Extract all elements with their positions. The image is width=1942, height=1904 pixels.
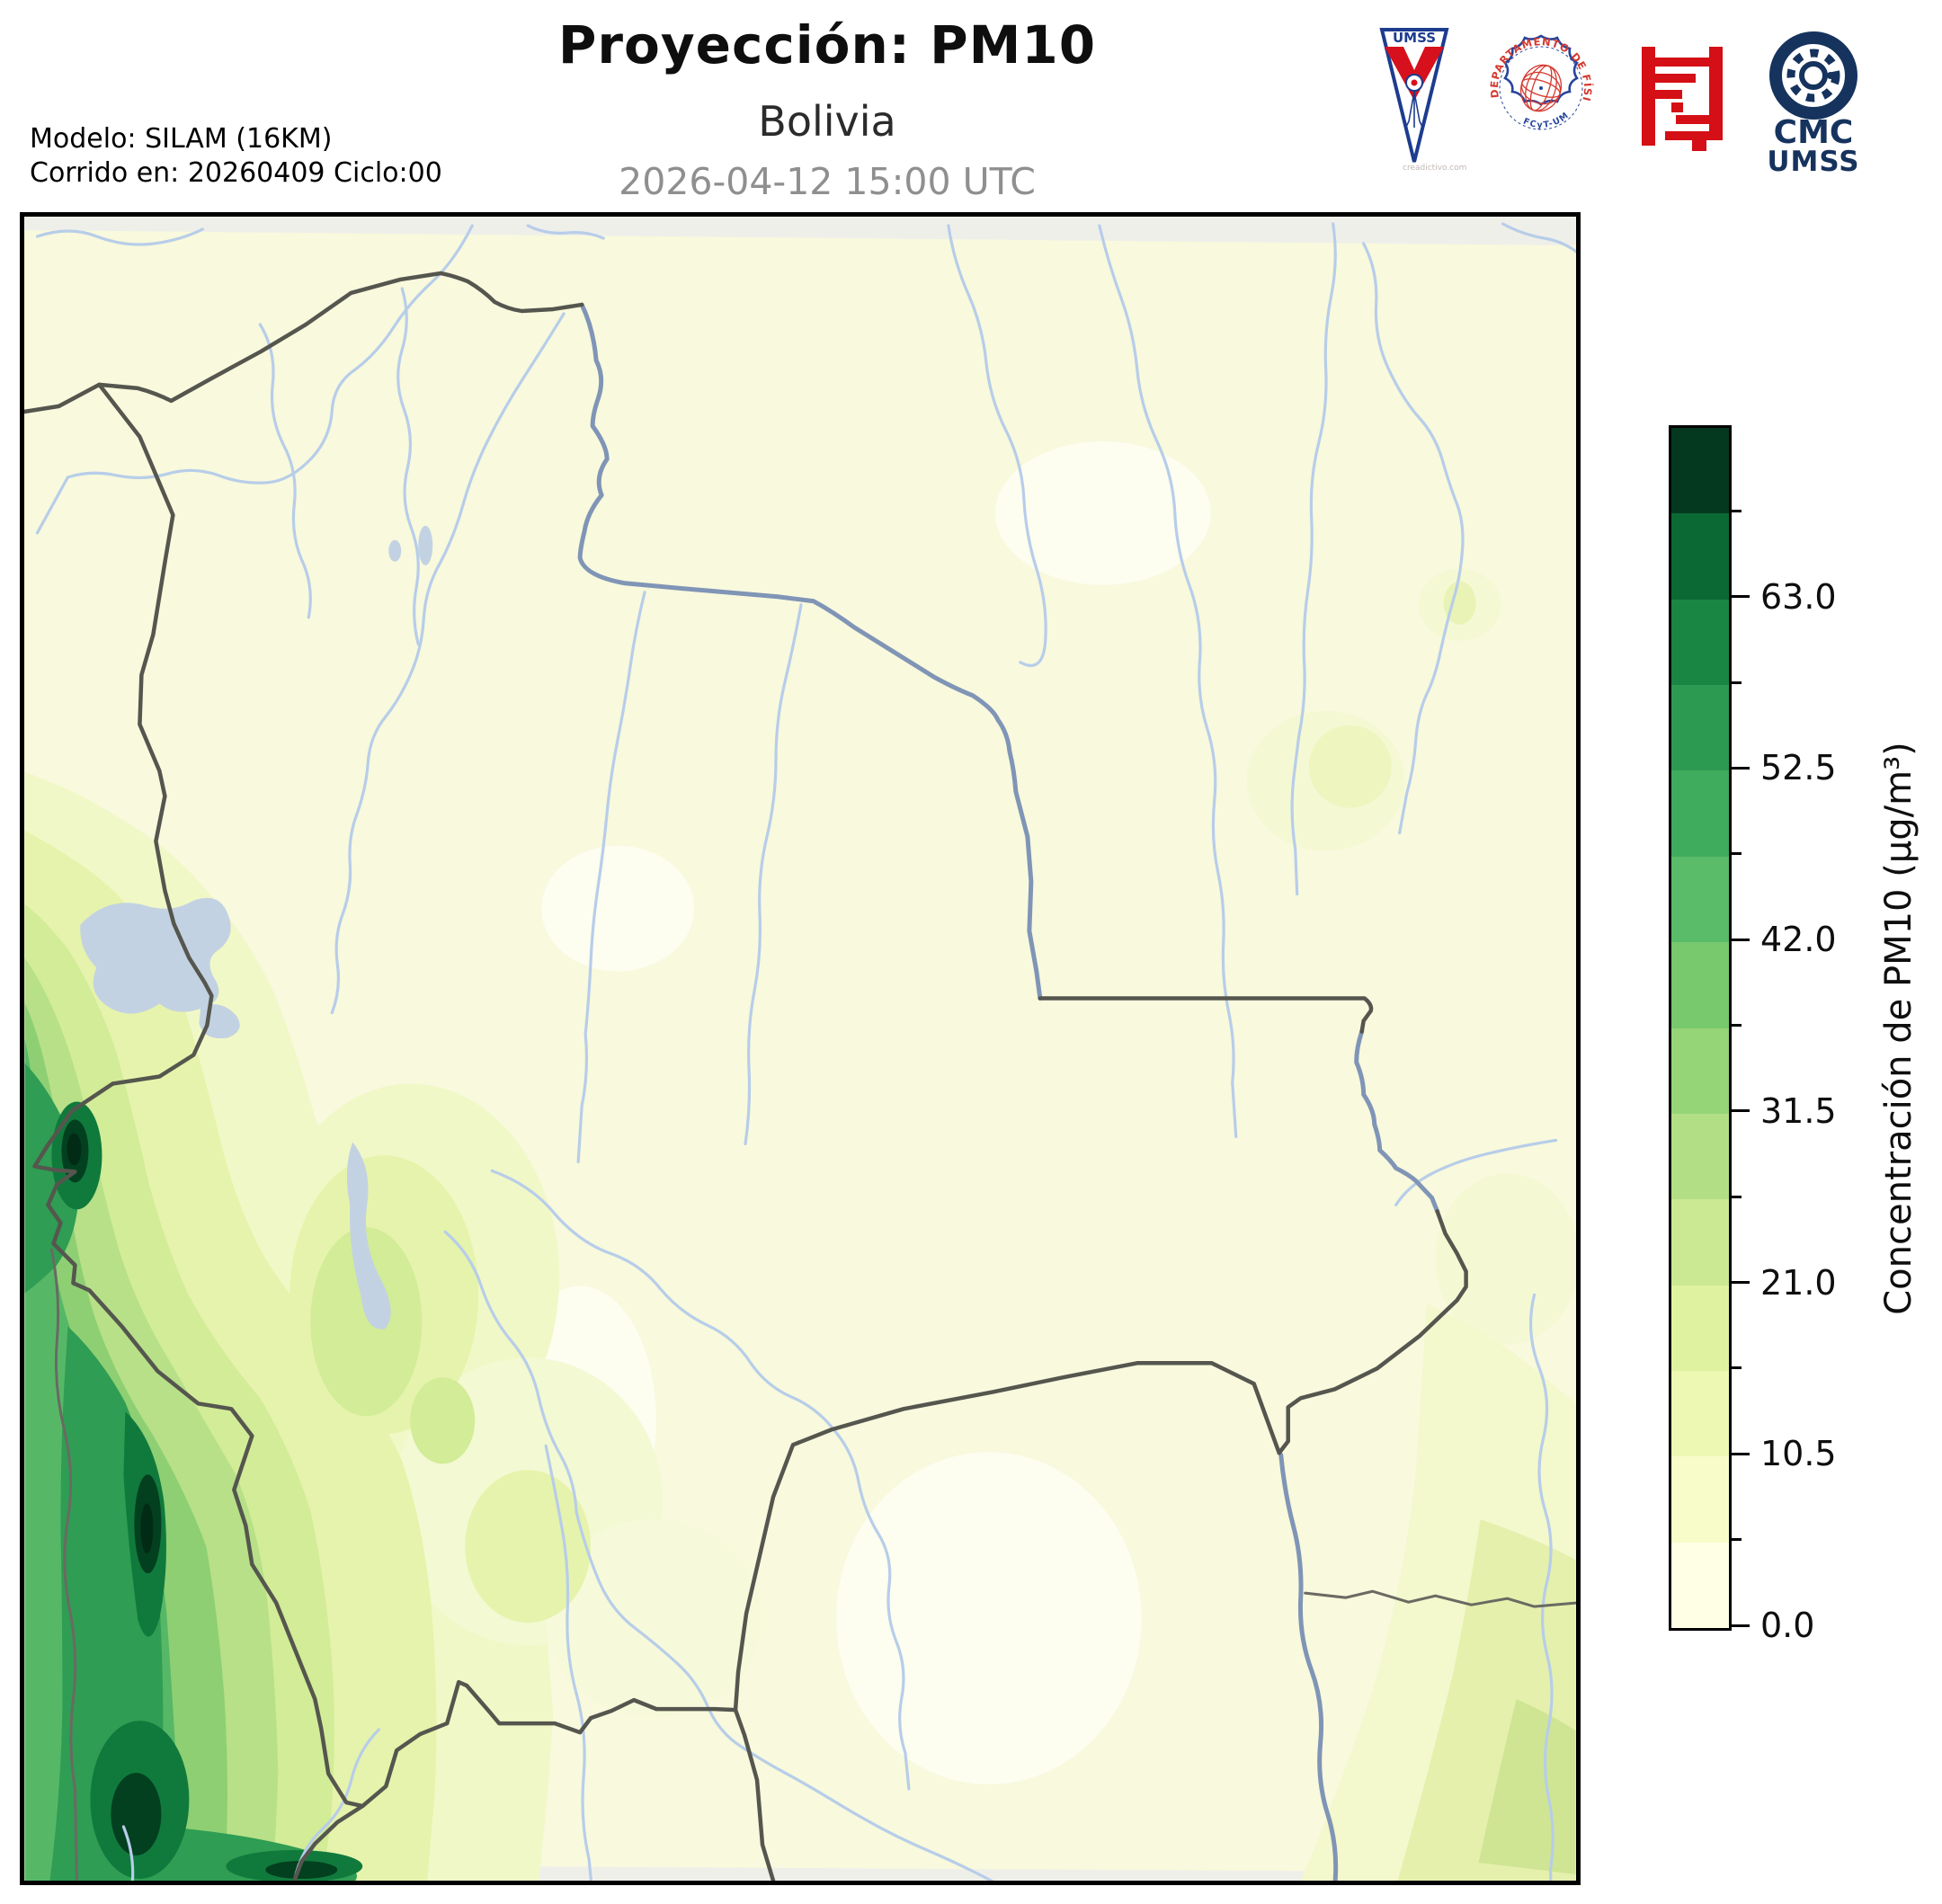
rivers bbox=[35, 222, 1576, 1881]
colorbar-minor-tick bbox=[1732, 1538, 1742, 1542]
colorbar-segment bbox=[1671, 685, 1729, 771]
seal-globe bbox=[1519, 64, 1563, 112]
bolivia-pm10-map bbox=[24, 217, 1576, 1881]
border-paraguay-brazil bbox=[1304, 1589, 1576, 1608]
colorbar-segment bbox=[1671, 1199, 1729, 1286]
colorbar-tick-label: 52.5 bbox=[1760, 748, 1837, 788]
valid-datetime: 2026-04-12 15:00 UTC bbox=[619, 160, 1036, 203]
lake-titicaca bbox=[80, 897, 231, 1014]
model-info: Modelo: SILAM (16KM) Corrido en: 2026040… bbox=[30, 122, 442, 191]
colorbar-segment bbox=[1671, 1370, 1729, 1457]
colorbar-major-tick bbox=[1732, 1452, 1750, 1455]
secondary-borders bbox=[49, 1248, 1576, 1881]
pm10-contours bbox=[24, 440, 1576, 1881]
colorbar-major-tick bbox=[1732, 938, 1750, 941]
colorbar-major-tick bbox=[1732, 766, 1750, 770]
border-chile-argentina bbox=[49, 1248, 78, 1881]
border-bolivia-paraguay-sw bbox=[733, 1361, 1281, 1713]
fisica-seal-logo: DEPARTAMENTO DE FÍSICA FCyT-UMSS bbox=[1488, 34, 1594, 130]
border-argentina-paraguay bbox=[733, 1707, 776, 1881]
cmc-icon bbox=[1769, 31, 1857, 120]
fcyt-red-logo bbox=[1642, 47, 1723, 151]
border-brazil-east bbox=[1038, 996, 1374, 1034]
colorbar-major-tick bbox=[1732, 1109, 1750, 1113]
colorbar-tick-label: 0.0 bbox=[1760, 1606, 1815, 1645]
colorbar-segment bbox=[1671, 942, 1729, 1028]
colorbar-minor-tick bbox=[1732, 852, 1742, 856]
cmc-umss-logo: CMC UMSS bbox=[1767, 31, 1859, 174]
colorbar-minor-tick bbox=[1732, 681, 1742, 684]
lakes bbox=[80, 525, 433, 1330]
colorbar-minor-tick bbox=[1732, 1024, 1742, 1027]
colorbar-major-tick bbox=[1732, 1281, 1750, 1285]
border-puerto-suarez bbox=[1435, 1209, 1468, 1303]
colorbar-segment bbox=[1671, 1542, 1729, 1629]
colorbar-segment bbox=[1671, 1285, 1729, 1371]
page-subtitle: Bolivia bbox=[758, 97, 896, 146]
colorbar-segment bbox=[1671, 1456, 1729, 1543]
watermark: creadictivo.com bbox=[1403, 164, 1467, 173]
colorbar-tick-label: 31.5 bbox=[1760, 1090, 1837, 1131]
border-peru-north bbox=[24, 271, 584, 414]
border-argentina bbox=[292, 1679, 738, 1881]
map-panel bbox=[20, 212, 1581, 1885]
colorbar-segment bbox=[1671, 856, 1729, 943]
colorbar-segment bbox=[1671, 513, 1729, 600]
colorbar-segment bbox=[1671, 1113, 1729, 1200]
cmc-text: CMC bbox=[1774, 114, 1854, 151]
colorbar-minor-tick bbox=[1732, 1195, 1742, 1198]
border-peru-chile-west bbox=[32, 382, 365, 1809]
colorbar-major-tick bbox=[1732, 1624, 1750, 1627]
umss-pennant-logo: UMSS bbox=[1379, 28, 1449, 163]
pennant-label: UMSS bbox=[1393, 30, 1436, 46]
colorbar-tick-label: 42.0 bbox=[1760, 920, 1837, 960]
colorbar-tick-label: 21.0 bbox=[1760, 1262, 1837, 1303]
cmc-sub-text: UMSS bbox=[1767, 146, 1859, 174]
colorbar-segment bbox=[1671, 599, 1729, 686]
colorbar-label: Concentración de PM10 (µg/m³) bbox=[1878, 742, 1920, 1315]
country-borders bbox=[24, 271, 1468, 1881]
model-run: Corrido en: 20260409 Ciclo:00 bbox=[30, 157, 442, 189]
border-bolivia-paraguay-ne bbox=[1277, 1298, 1459, 1455]
page-title: Proyección: PM10 bbox=[557, 14, 1097, 76]
colorbar-major-tick bbox=[1732, 595, 1750, 599]
border-rivers bbox=[577, 302, 1440, 1881]
colorbar-minor-tick bbox=[1732, 1366, 1742, 1370]
colorbar-minor-tick bbox=[1732, 509, 1742, 512]
model-name: Modelo: SILAM (16KM) bbox=[30, 123, 333, 155]
colorbar-segment bbox=[1671, 428, 1729, 514]
colorbar-tick-label: 10.5 bbox=[1760, 1434, 1837, 1474]
lake-poopo bbox=[346, 1142, 391, 1330]
colorbar-tick-label: 63.0 bbox=[1760, 576, 1837, 617]
colorbar bbox=[1669, 425, 1732, 1631]
colorbar-segment bbox=[1671, 770, 1729, 857]
colorbar-segment bbox=[1671, 1028, 1729, 1114]
